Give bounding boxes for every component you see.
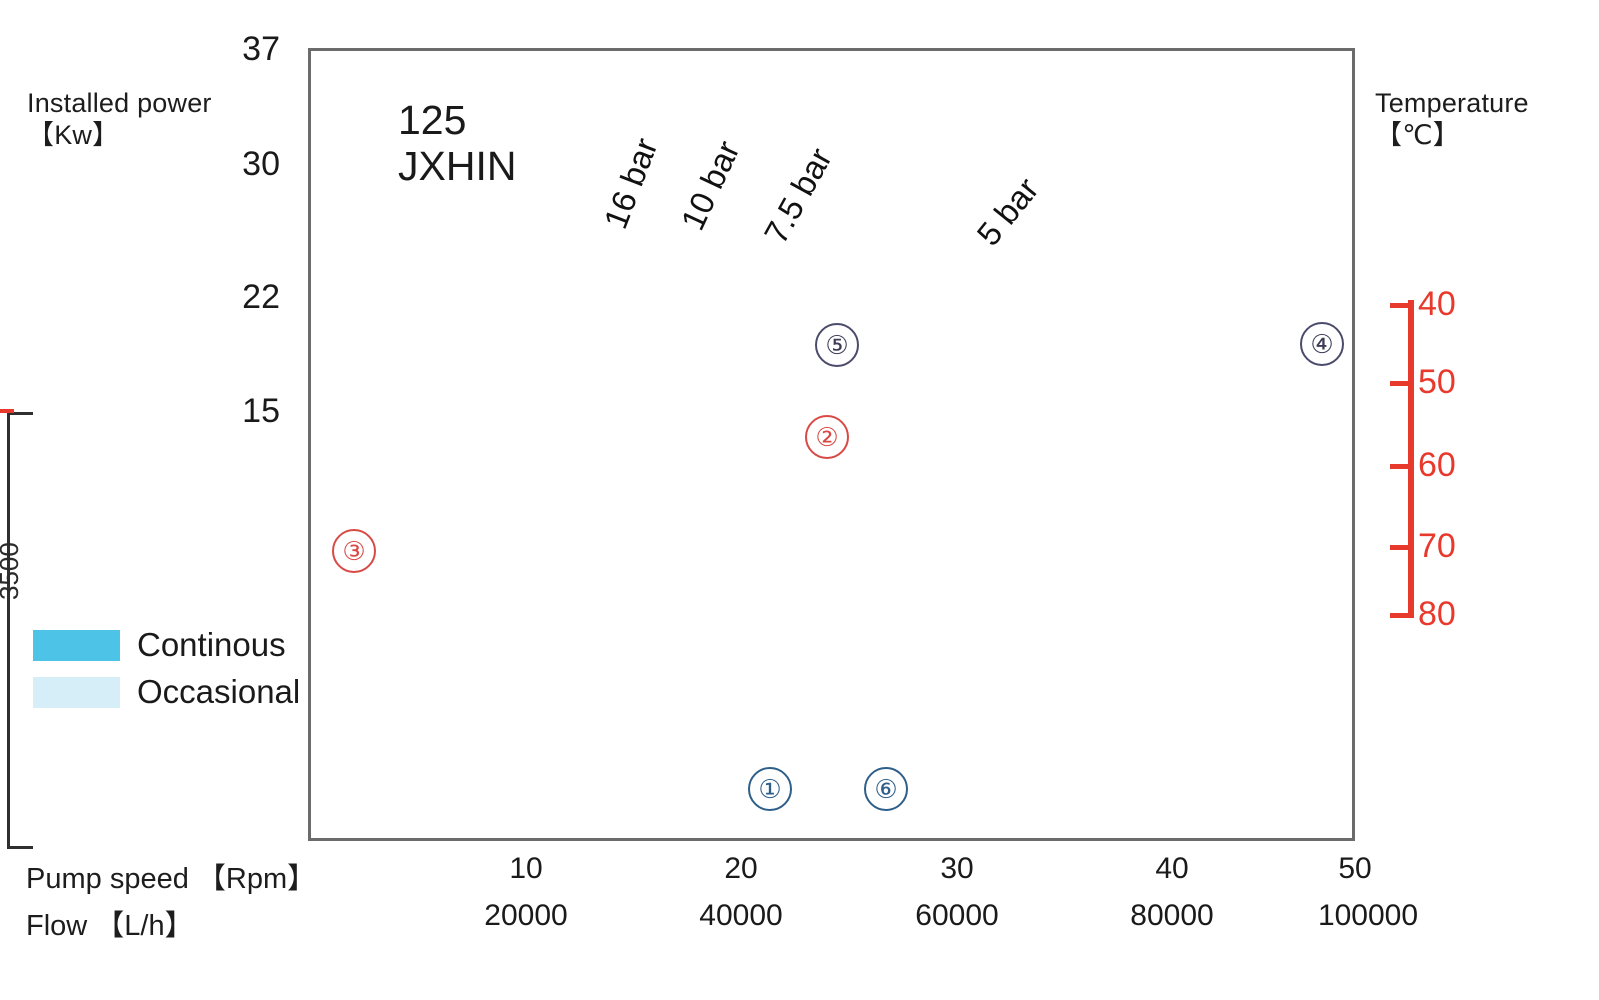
legend-item-continous[interactable]: Continous <box>33 626 300 664</box>
temp-tick-60 <box>1390 464 1410 469</box>
callout-5[interactable]: ⑤ <box>815 323 859 367</box>
left-axis-title-line2: 【Kw】 <box>27 119 120 150</box>
left-scale-bracket <box>7 412 33 849</box>
model-title-line2: JXHIN <box>398 142 517 189</box>
left-axis-title: Installed power 【Kw】 <box>27 88 287 152</box>
right-axis-title-line1: Temperature <box>1375 88 1529 118</box>
ytick-22: 22 <box>242 278 280 316</box>
flow-tick-80000: 80000 <box>1130 899 1214 932</box>
left-axis-title-line1: Installed power <box>27 88 212 118</box>
rpm-tick-30: 30 <box>940 852 974 885</box>
temp-tick-70 <box>1390 545 1410 550</box>
legend-label-continous: Continous <box>137 626 286 663</box>
rpm-tick-20: 20 <box>724 852 758 885</box>
rpm-tick-50: 50 <box>1338 852 1372 885</box>
model-title-line1: 125 <box>398 97 467 143</box>
left-scale-bracket-tick <box>0 409 14 413</box>
model-title: 125 JXHIN <box>398 97 517 190</box>
rpm-tick-40: 40 <box>1155 852 1189 885</box>
callout-4[interactable]: ④ <box>1300 322 1344 366</box>
left-scale-bracket-label: 3500 <box>0 542 24 600</box>
ytick-15: 15 <box>242 392 280 430</box>
temp-label-40: 40 <box>1418 285 1456 323</box>
temp-label-70: 70 <box>1418 527 1456 565</box>
right-axis-title-line2: 【℃】 <box>1375 119 1460 150</box>
temp-label-80: 80 <box>1418 595 1456 633</box>
legend-swatch-continous <box>33 629 120 661</box>
temp-label-60: 60 <box>1418 446 1456 484</box>
legend: Continous Occasional <box>33 626 300 720</box>
callout-2[interactable]: ② <box>805 415 849 459</box>
legend-swatch-occasional <box>33 676 120 708</box>
callout-3[interactable]: ③ <box>332 529 376 573</box>
callout-1[interactable]: ① <box>748 767 792 811</box>
legend-label-occasional: Occasional <box>137 673 301 710</box>
temp-tick-50 <box>1390 381 1410 386</box>
rpm-tick-10: 10 <box>509 852 543 885</box>
xaxis-title-rpm: Pump speed 【Rpm】 <box>26 863 317 895</box>
flow-tick-60000: 60000 <box>915 899 999 932</box>
temp-label-50: 50 <box>1418 363 1456 401</box>
flow-tick-100000: 100000 <box>1317 899 1419 932</box>
xaxis-title-flow: Flow 【L/h】 <box>26 910 194 942</box>
temperature-axis-line <box>1408 300 1414 618</box>
right-axis-title: Temperature 【℃】 <box>1375 88 1599 152</box>
flow-tick-40000: 40000 <box>699 899 783 932</box>
ytick-30: 30 <box>242 145 280 183</box>
flow-tick-20000: 20000 <box>484 899 568 932</box>
temp-tick-40 <box>1390 303 1410 308</box>
legend-item-occasional[interactable]: Occasional <box>33 673 300 711</box>
ytick-37: 37 <box>242 30 280 68</box>
callout-6[interactable]: ⑥ <box>864 767 908 811</box>
temp-tick-80 <box>1390 613 1410 618</box>
